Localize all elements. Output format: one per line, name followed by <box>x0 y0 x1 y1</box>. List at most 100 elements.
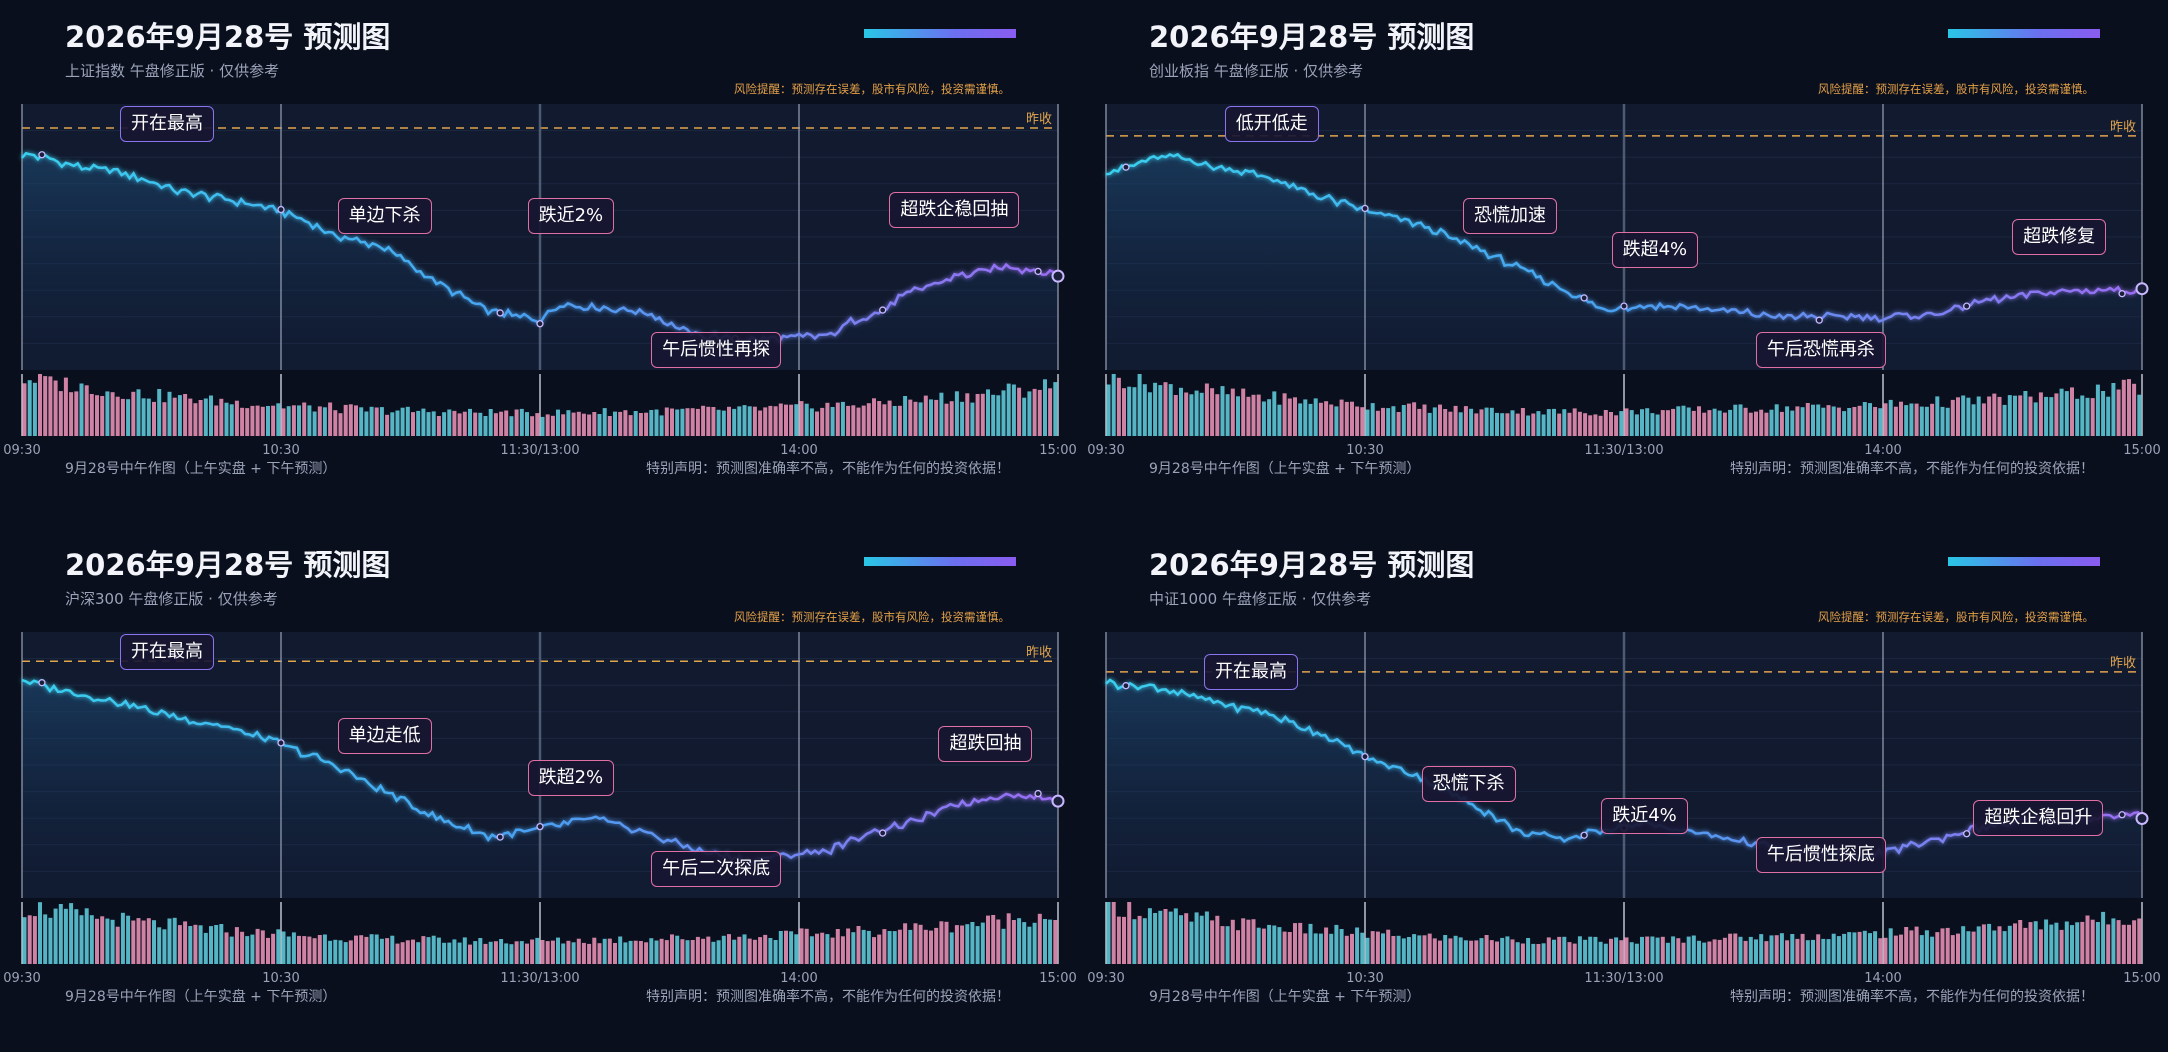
price-marker <box>1361 752 1369 761</box>
volume-bar <box>369 934 374 964</box>
volume-bar <box>1303 399 1308 436</box>
x-tick-label: 15:00 <box>1039 443 1076 458</box>
volume-bar <box>1111 374 1116 436</box>
volume-bar <box>1924 930 1929 964</box>
volume-bar <box>348 404 353 436</box>
volume-bar <box>504 410 509 436</box>
annotation-label: 超跌修复 <box>2012 219 2107 255</box>
price-marker <box>1963 830 1971 838</box>
volume-bar <box>530 939 535 964</box>
volume-bar <box>991 915 996 964</box>
volume-bar <box>276 929 281 964</box>
volume-bar <box>1318 402 1323 436</box>
volume-bar <box>1448 411 1453 436</box>
volume-bar <box>1795 938 1800 964</box>
volume-bar <box>566 410 571 436</box>
volume-bar <box>1463 406 1468 436</box>
volume-bar <box>493 413 498 436</box>
volume-bar <box>1324 927 1329 964</box>
x-tick-label: 14:00 <box>1864 971 1901 986</box>
volume-bar <box>685 940 690 964</box>
volume-bar <box>1453 405 1458 436</box>
volume-bar <box>815 933 819 964</box>
volume-bar <box>690 940 695 964</box>
volume-bar <box>260 406 265 436</box>
volume-bar <box>1241 918 1246 964</box>
volume-bar <box>830 407 835 436</box>
volume-bar <box>457 942 462 964</box>
annotation-label: 恐慌加速 <box>1463 197 1558 234</box>
volume-bar <box>1526 415 1531 436</box>
volume-bar <box>830 937 835 964</box>
x-tick-label: 11:30/13:00 <box>1584 971 1663 986</box>
volume-bar <box>846 928 851 964</box>
volume-bar <box>89 915 94 964</box>
reference-label: 昨收 <box>1026 112 1052 127</box>
volume-bar <box>146 398 151 436</box>
volume-bar <box>1593 414 1598 436</box>
volume-bar <box>374 407 379 436</box>
volume-bar <box>63 377 68 436</box>
volume-bar <box>1381 407 1385 436</box>
volume-bar <box>623 942 628 964</box>
volume-bar <box>1017 387 1022 436</box>
volume-bar <box>820 932 825 964</box>
volume-bar <box>2111 383 2116 436</box>
volume-bar <box>1702 942 1707 964</box>
volume-bar <box>944 403 949 436</box>
volume-bar <box>1738 404 1743 436</box>
volume-bar <box>929 930 933 964</box>
volume-bar <box>1350 401 1354 436</box>
annotation-label: 单边走低 <box>337 717 432 754</box>
chart-panel-csi300: 2026年9月28号 预测图 沪深300 午盘修正版 · 仅供参考 风险提醒：预… <box>0 528 1084 1052</box>
volume-bar <box>2054 393 2059 436</box>
volume-bar <box>2090 398 2095 436</box>
volume-bar <box>1339 929 1344 964</box>
volume-bar <box>152 401 156 436</box>
volume-bar <box>1303 933 1308 964</box>
volume-bar <box>835 402 840 436</box>
volume-bar <box>120 398 125 436</box>
price-marker <box>277 205 285 214</box>
volume-bar <box>1225 926 1230 964</box>
volume-bar <box>141 920 146 964</box>
volume-bar <box>545 941 550 964</box>
volume-bar <box>1914 926 1919 964</box>
volume-bar <box>1686 407 1691 436</box>
volume-bar <box>224 402 229 436</box>
volume-bar <box>571 942 576 964</box>
volume-bar <box>1883 403 1888 436</box>
volume-bar <box>338 940 343 964</box>
volume-bar <box>1189 921 1194 964</box>
volume-bar <box>1267 399 1272 436</box>
volume-bar <box>1655 937 1660 964</box>
volume-bar <box>43 914 48 964</box>
volume-bar <box>1048 919 1053 964</box>
volume-bar <box>1645 936 1650 964</box>
volume-bar <box>1577 936 1582 964</box>
volume-bar <box>1116 377 1121 436</box>
volume-bar <box>980 393 985 436</box>
volume-bar <box>1329 404 1334 436</box>
volume-bar <box>2132 920 2137 964</box>
volume-bar <box>1381 933 1385 964</box>
volume-bar <box>1981 924 1986 964</box>
volume-bar <box>1427 933 1432 964</box>
volume-bar <box>633 940 638 964</box>
volume-bar <box>2101 911 2106 964</box>
volume-bar <box>1168 911 1173 964</box>
volume-bar <box>1448 938 1453 964</box>
volume-bar <box>1681 405 1686 436</box>
volume-bar <box>1495 412 1499 436</box>
volume-bar <box>556 937 560 964</box>
volume-bar <box>1246 396 1251 436</box>
volume-bar <box>1950 935 1955 964</box>
volume-bar <box>1386 929 1391 964</box>
volume-bar <box>1053 920 1058 964</box>
volume-bar <box>530 416 535 436</box>
volume-bar <box>597 414 602 436</box>
volume-bar <box>2127 379 2131 436</box>
x-tick-label: 10:30 <box>1346 443 1383 458</box>
volume-bar <box>1862 930 1867 964</box>
volume-bar <box>1640 936 1644 964</box>
